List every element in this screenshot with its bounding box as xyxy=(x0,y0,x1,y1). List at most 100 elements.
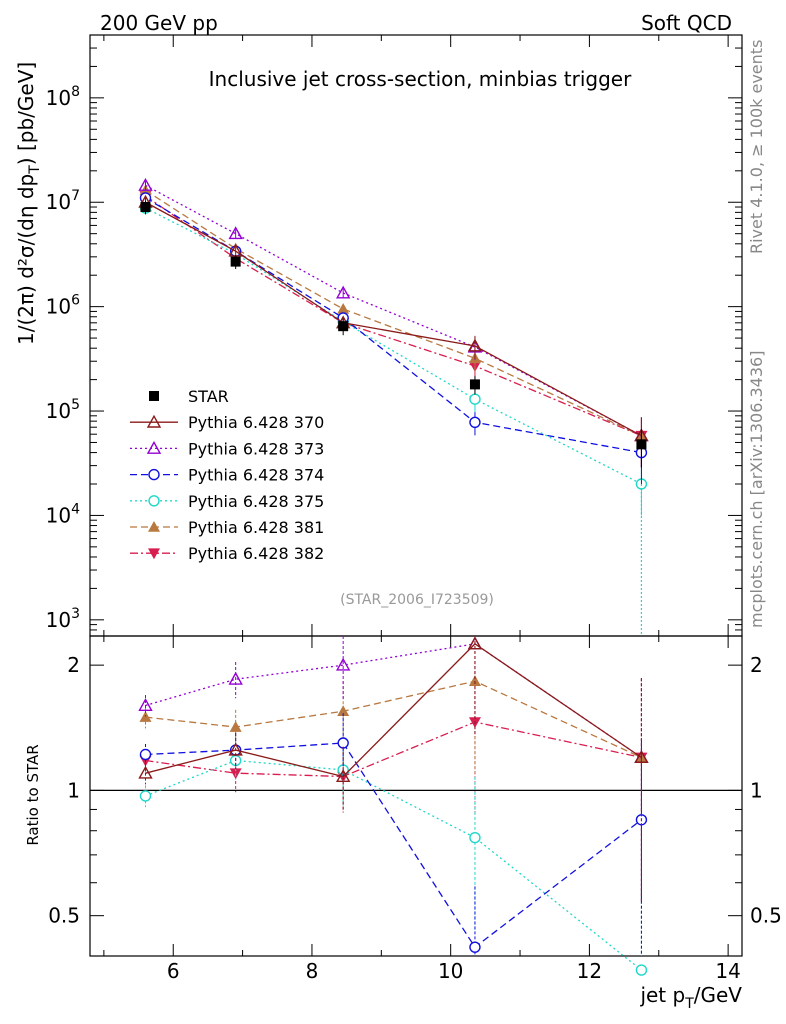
data-point-p370 xyxy=(467,338,483,352)
ratio-line-p370 xyxy=(145,643,642,778)
y-tick-label-base: 10 xyxy=(46,190,71,214)
y-tick-label-base: 10 xyxy=(46,608,71,632)
ratio-line-p382 xyxy=(145,721,642,778)
ratio-point-p370 xyxy=(634,750,649,763)
y-tick-label-base: 10 xyxy=(46,86,71,110)
category-label: Soft QCD xyxy=(641,11,732,35)
series-line-p381 xyxy=(145,189,642,437)
x-tick-label: 6 xyxy=(167,959,180,983)
ratio-axis-ticks: 0.5 0.5 1 1 2 2 xyxy=(48,636,782,957)
ratio-point-p373 xyxy=(138,698,153,711)
y-tick-label-main: 105 xyxy=(46,397,80,423)
ratio-point-p370 xyxy=(335,769,351,783)
data-point-star xyxy=(230,256,241,267)
x-tick-labels: 6 8 10 12 14 xyxy=(167,959,741,983)
y-tick-label-main: 107 xyxy=(46,188,80,214)
legend-marker-p370 xyxy=(146,414,162,428)
ratio-point-p370 xyxy=(138,765,153,779)
ratio-point-p375 xyxy=(635,964,648,976)
x-tick-label: 8 xyxy=(306,959,319,983)
legend-label-p373: Pythia 6.428 373 xyxy=(188,439,324,458)
main-y-axis-label: 1/(2π) d²σ/(dη dpT) [pb/GeV] xyxy=(14,62,43,345)
legend-label-p375: Pythia 6.428 375 xyxy=(188,492,324,511)
y-tick-label-base: 10 xyxy=(46,399,71,423)
ratio-line-p381 xyxy=(145,680,642,759)
data-point-p374 xyxy=(469,416,481,429)
mcplots-label: mcplots.cern.ch [arXiv:1306.3436] xyxy=(747,351,766,628)
x-label-end: /GeV xyxy=(694,983,743,1007)
ratio-point-p374 xyxy=(139,748,152,761)
legend-marker-p373 xyxy=(146,440,162,454)
legend-marker-p375 xyxy=(148,495,160,507)
x-tick-label: 12 xyxy=(577,959,602,983)
ratio-point-p373 xyxy=(228,671,243,685)
data-point-star xyxy=(140,202,151,213)
y-tick-label-ratio-right: 2 xyxy=(750,653,763,677)
data-point-p373 xyxy=(335,285,351,299)
ratio-line-p375 xyxy=(145,759,642,971)
rivet-version-label: Rivet 4.1.0, ≥ 100k events xyxy=(747,40,766,254)
ratio-series-layer xyxy=(138,636,649,976)
y-tick-label-main: 103 xyxy=(46,606,80,632)
legend-marker-p381 xyxy=(148,521,160,532)
y-tick-label-exponent: 6 xyxy=(71,293,80,309)
main-y-label-end: ) [pb/GeV] xyxy=(14,62,38,165)
y-tick-label-ratio-right: 1 xyxy=(750,778,763,802)
legend-marker-p382 xyxy=(148,548,160,560)
ratio-point-p370 xyxy=(467,636,483,650)
data-point-p381 xyxy=(337,302,350,314)
ratio-point-p381 xyxy=(229,721,242,732)
legend-marker-star xyxy=(149,391,159,401)
y-tick-label-base: 10 xyxy=(46,295,71,319)
data-point-p373 xyxy=(228,226,243,240)
y-tick-label-exponent: 7 xyxy=(71,188,80,204)
ratio-point-p381 xyxy=(468,675,481,686)
ratio-point-p370 xyxy=(228,742,243,756)
ratio-point-p373 xyxy=(335,657,351,671)
y-tick-label-ratio-left: 2 xyxy=(67,653,80,677)
x-tick-label: 14 xyxy=(715,959,740,983)
legend-label-p382: Pythia 6.428 382 xyxy=(188,544,324,563)
y-tick-label-main: 108 xyxy=(46,84,80,110)
ratio-panel-frame xyxy=(89,635,743,957)
legend-label-star: STAR xyxy=(188,387,229,406)
main-y-label-sub: T xyxy=(27,165,43,175)
ratio-point-p375 xyxy=(469,831,481,844)
y-tick-label-exponent: 5 xyxy=(71,397,80,413)
legend-label-p381: Pythia 6.428 381 xyxy=(188,518,324,537)
main-y-label-main: 1/(2π) d²σ/(dη dp xyxy=(14,174,38,345)
legend-marker-p374 xyxy=(148,468,160,481)
y-tick-label-base: 10 xyxy=(46,503,71,527)
y-tick-label-exponent: 8 xyxy=(71,84,80,100)
data-point-star xyxy=(636,439,647,450)
ratio-point-p375 xyxy=(139,790,152,802)
ratio-line-p374 xyxy=(145,742,642,949)
chart-title: Inclusive jet cross-section, minbias tri… xyxy=(209,67,632,91)
x-axis-label: jet pT/GeV xyxy=(639,983,742,1012)
x-label-sub: T xyxy=(684,996,694,1012)
ratio-point-p381 xyxy=(337,705,350,717)
y-tick-label-exponent: 3 xyxy=(71,606,80,622)
y-tick-label-ratio-left: 0.5 xyxy=(48,904,80,928)
x-tick-label: 10 xyxy=(438,959,463,983)
data-point-star xyxy=(338,321,349,332)
energy-label: 200 GeV pp xyxy=(100,11,218,35)
ratio-line-p373 xyxy=(145,643,642,758)
legend-label-p370: Pythia 6.428 370 xyxy=(188,413,324,432)
ratio-y-axis-label: Ratio to STAR xyxy=(24,744,42,845)
y-tick-label-ratio-left: 1 xyxy=(67,778,80,802)
data-point-star xyxy=(469,379,480,390)
legend-label-p374: Pythia 6.428 374 xyxy=(188,466,324,485)
x-label-main: jet p xyxy=(639,983,685,1007)
ratio-point-p374 xyxy=(469,941,481,953)
y-tick-label-ratio-right: 0.5 xyxy=(750,904,782,928)
y-tick-label-main: 104 xyxy=(46,501,80,527)
analysis-id: (STAR_2006_I723509) xyxy=(340,592,494,608)
data-point-p375 xyxy=(469,393,481,405)
data-point-p373 xyxy=(138,177,153,191)
y-tick-label-main: 106 xyxy=(46,293,80,319)
y-tick-label-exponent: 4 xyxy=(71,501,80,517)
main-series-layer xyxy=(138,177,649,636)
